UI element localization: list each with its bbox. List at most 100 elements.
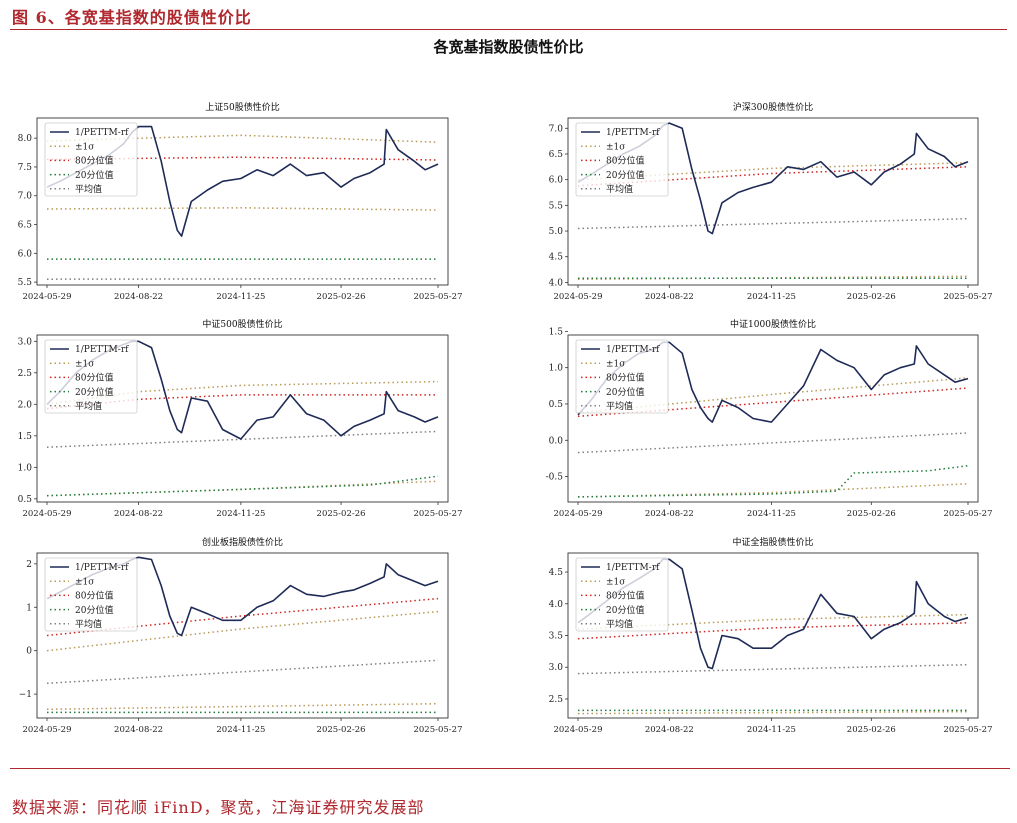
- legend-label: 20分位值: [75, 386, 113, 398]
- series-sigma: [577, 710, 969, 715]
- top-divider: [10, 29, 1007, 30]
- legend-box: [44, 557, 138, 632]
- x-tick-label: 2024-08-22: [645, 725, 694, 735]
- main-title: 各宽基指数股债性价比: [433, 38, 584, 56]
- series-sigma: [577, 275, 969, 281]
- legend-label: 80分位值: [75, 155, 113, 167]
- legend-label: 20分位值: [75, 169, 113, 181]
- y-tick-label: 4.5: [549, 568, 564, 578]
- x-tick-label: 2024-11-25: [216, 725, 265, 735]
- y-tick-label: 0.5: [18, 495, 33, 505]
- y-tick-label: 8.0: [18, 134, 33, 144]
- legend-label: ±1σ: [75, 142, 94, 152]
- legend-label: 平均值: [606, 618, 633, 630]
- chart-title: 创业板指股债性价比: [202, 536, 283, 548]
- legend-label: 20分位值: [606, 604, 644, 616]
- x-tick-label: 2024-08-22: [645, 292, 694, 302]
- legend-label: 80分位值: [606, 590, 644, 602]
- legend-box: [44, 122, 138, 197]
- x-tick-label: 2025-02-26: [847, 509, 896, 519]
- legend-label: ±1σ: [75, 577, 94, 587]
- y-tick-label: 6.0: [18, 249, 33, 259]
- chart-panel-4: 中证1000股债性价比 -0.5 0.0 0.5 1.0 1.5 2024-05-29 202…: [546, 318, 993, 519]
- chart-panel-3: 中证500股债性价比 0.5 1.0 1.5 2.0 2.5 3.0 2024-05-29 20…: [18, 318, 463, 519]
- plot-frame: [36, 552, 449, 719]
- x-tick-label: 2024-05-29: [22, 292, 71, 302]
- series-sigma: [577, 613, 969, 630]
- legend-label: 平均值: [75, 618, 102, 630]
- x-tick-label: 2024-11-25: [747, 725, 796, 735]
- y-tick-label: 3.0: [549, 663, 564, 673]
- legend-box: [575, 339, 669, 414]
- legend-label: 80分位值: [606, 155, 644, 167]
- series-p80: [46, 156, 439, 161]
- chart-panel-6: 中证全指股债性价比 2.5 3.0 3.5 4.0 4.5 2024-05-29 2024-0…: [549, 536, 993, 735]
- legend-label: ±1σ: [606, 142, 625, 152]
- legend-label: 平均值: [606, 183, 633, 195]
- y-tick-label: 2.5: [549, 695, 564, 705]
- x-tick-label: 2025-02-26: [317, 509, 366, 519]
- y-tick-label: 0: [26, 647, 32, 657]
- x-tick-label: 2024-05-29: [22, 509, 71, 519]
- series-p20: [46, 475, 439, 497]
- y-tick-label: 1.0: [549, 364, 564, 374]
- series-mean: [46, 659, 439, 685]
- x-tick-label: 2025-02-26: [317, 725, 366, 735]
- x-tick-label: 2024-11-25: [216, 509, 265, 519]
- y-tick-label: 2.0: [18, 400, 33, 410]
- figure-caption: 图 6、各宽基指数的股债性价比: [12, 8, 252, 27]
- y-tick-label: 3.0: [18, 337, 33, 347]
- y-tick-label: 5.5: [549, 201, 564, 211]
- y-tick-label: 2.5: [18, 369, 33, 379]
- x-tick-label: 2024-05-29: [22, 725, 71, 735]
- chart-panel-1: 上证50股债性价比 5.5 6.0 6.5 7.0 7.5 8.0 2024-05-29 202…: [18, 101, 463, 302]
- series-p80: [577, 387, 969, 418]
- plot-frame: [567, 334, 979, 503]
- legend-label: 1/PETTM-rf: [75, 345, 129, 355]
- x-tick-label: 2025-05-27: [413, 292, 462, 302]
- legend-label: 1/PETTM-rf: [606, 345, 660, 355]
- chart-title: 中证1000股债性价比: [730, 318, 816, 330]
- x-tick-label: 2024-11-25: [216, 292, 265, 302]
- series-p80: [577, 622, 969, 640]
- x-tick-label: 2025-05-27: [413, 509, 462, 519]
- series-mean: [46, 277, 439, 280]
- x-tick-label: 2025-05-27: [943, 725, 992, 735]
- chart-title: 中证500股债性价比: [202, 318, 282, 330]
- legend-label: 20分位值: [606, 386, 644, 398]
- chart-panel-5: 创业板指股债性价比 −1 0 1 2 2024-05-29 2024-08-22 2024-1…: [19, 536, 463, 735]
- legend-label: 1/PETTM-rf: [606, 128, 660, 138]
- legend-box: [575, 122, 669, 197]
- y-tick-label: 1.0: [18, 463, 33, 473]
- y-tick-label: 5.5: [18, 278, 33, 288]
- series-sigma: [46, 134, 439, 143]
- y-tick-label: -0.5: [546, 473, 564, 483]
- series-sigma: [46, 702, 439, 711]
- x-tick-label: 2024-11-25: [747, 509, 796, 519]
- y-tick-label: 2: [26, 560, 32, 570]
- legend-label: 平均值: [75, 400, 102, 412]
- y-tick-label: 1.5: [18, 432, 33, 442]
- chart-title: 沪深300股债性价比: [733, 101, 813, 113]
- plot-frame: [36, 334, 449, 503]
- legend-box: [44, 339, 138, 414]
- chart-panel-2: 沪深300股债性价比 4.0 4.5 5.0 5.5 6.0 6.5 7.0 2024-05-2…: [549, 101, 993, 302]
- legend-label: 20分位值: [75, 604, 113, 616]
- series-sigma: [46, 207, 439, 211]
- x-tick-label: 2025-05-27: [943, 509, 992, 519]
- source-note: 数据来源：同花顺 iFinD，聚宽，江海证券研究发展部: [12, 798, 425, 817]
- y-tick-label: 4.0: [549, 278, 564, 288]
- legend-label: ±1σ: [75, 359, 94, 369]
- legend-box: [575, 557, 669, 632]
- x-tick-label: 2024-08-22: [645, 509, 694, 519]
- series-p80: [577, 166, 969, 187]
- series-sigma: [577, 483, 969, 498]
- plot-frame: [36, 117, 449, 286]
- x-tick-label: 2024-08-22: [114, 725, 163, 735]
